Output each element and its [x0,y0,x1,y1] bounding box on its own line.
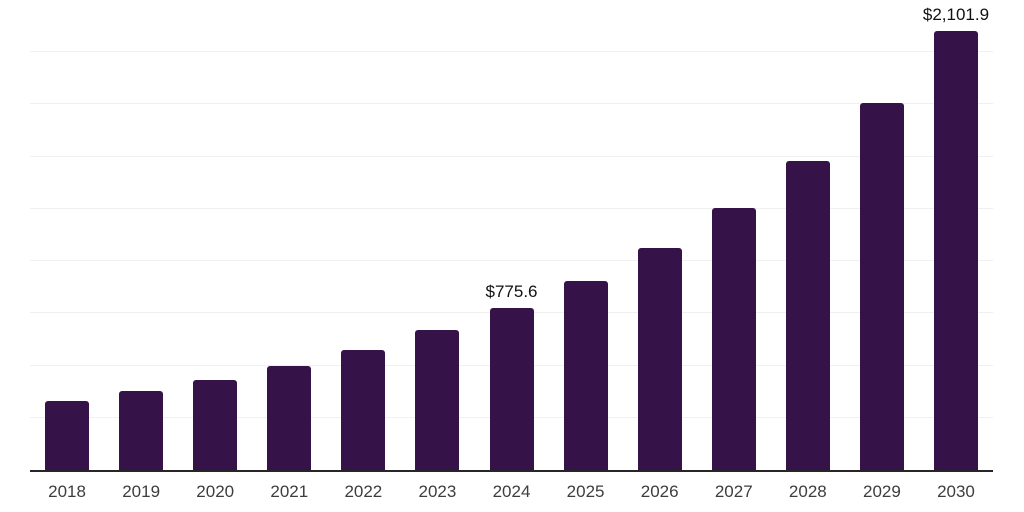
bar-slot [178,0,252,470]
bar-2029 [859,102,904,470]
bar-2030 [933,30,978,470]
bar-value-label-2024: $775.6 [485,282,538,301]
bar-2027 [711,208,756,470]
x-tick-label-2023: 2023 [418,482,457,501]
bar-slot [549,0,623,470]
x-tick-label-2018: 2018 [48,482,86,501]
plot-area: $775.6 $2,101.9 [30,0,993,470]
x-tick-label-2025: 2025 [566,482,605,501]
bar-slot [400,0,474,470]
bar-slot: $775.6 [474,0,548,470]
bar-2019 [119,391,164,470]
x-tick-label-2029: 2029 [862,482,901,501]
x-tick-label-2028: 2028 [788,482,827,501]
bar-slot: $2,101.9 [919,0,993,470]
gridline [30,207,993,209]
x-tick-label-2026: 2026 [640,482,679,501]
bar-slot [697,0,771,470]
gridline [30,103,993,105]
bar-slot [623,0,697,470]
x-tick-label-2020: 2020 [196,482,235,501]
x-tick-label-2022: 2022 [344,482,383,501]
bar-2025 [563,280,608,470]
bar-2028 [785,161,830,470]
bar-slot [845,0,919,470]
bar-slot [104,0,178,470]
x-tick-label-2030: 2030 [937,482,975,501]
x-tick-label-2027: 2027 [714,482,753,501]
bar-2024 [489,308,534,470]
bars: $775.6 $2,101.9 [30,0,993,470]
x-axis-line [30,470,993,472]
bar-2022 [341,350,386,470]
x-tick-label-2019: 2019 [122,482,161,501]
x-axis-labels: 2018 2019 2020 2021 2022 2023 2024 2025 2026 2027… [30,472,993,512]
bar-slot [252,0,326,470]
bar-2020 [193,379,238,470]
bar-2023 [415,330,460,470]
bar-slot [326,0,400,470]
gridline [30,51,993,53]
gridline [30,260,993,262]
bar-2021 [267,365,312,470]
x-tick-label-2021: 2021 [270,482,309,501]
bar-value-label-2030: $2,101.9 [922,4,990,24]
bar-2026 [637,247,682,470]
bar-2018 [45,401,90,470]
bar-slot [771,0,845,470]
bar-slot [30,0,104,470]
gridline [30,155,993,157]
x-tick-label-2024: 2024 [492,482,531,501]
